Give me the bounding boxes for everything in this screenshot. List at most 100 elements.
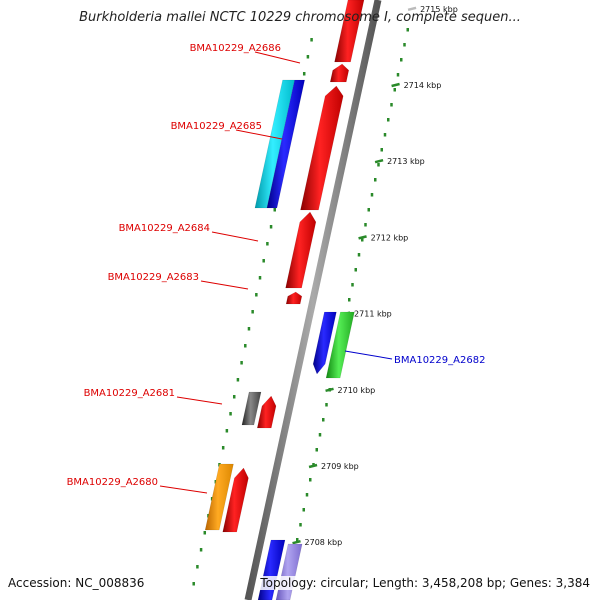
gene-label-bma10229-a2680[interactable]: BMA10229_A2680 [67,477,158,488]
accession-label: Accession: NC_008836 [8,576,145,590]
label-leader-line [211,231,259,242]
guide-dot [309,478,312,482]
scale-tick-label: 2708 kbp [305,538,343,547]
gene-block[interactable] [204,463,234,531]
guide-dot [255,293,258,297]
guide-dot [221,446,225,450]
gene-labels: BMA10229_A2686 BMA10229_A2685 BMA10229_A26… [67,43,486,488]
guide-dot [225,429,229,433]
guide-dot [400,58,403,62]
guide-dot [251,310,254,314]
guide-dot [262,259,265,263]
scale-tick-label: 2714 kbp [404,81,442,90]
guide-dot [348,298,351,302]
guide-dot [325,403,328,407]
guide-dot [203,531,207,535]
gene-block[interactable] [334,0,365,63]
label-leader-lines [159,51,393,494]
guide-dot [406,28,409,32]
guide-dot [315,448,318,452]
gene-arrow[interactable] [329,63,350,83]
gene-label-bma10229-a2683[interactable]: BMA10229_A2683 [108,272,199,283]
guide-dot [383,133,387,137]
scale-tick-mark [292,539,301,545]
gene-block[interactable] [325,311,355,379]
gene-arrow[interactable] [222,467,249,533]
guide-dot [374,178,377,182]
guide-dot [357,253,361,257]
guide-dot [306,55,310,59]
guide-dot [244,344,247,348]
scale-tick-label: 2711 kbp [354,310,392,319]
guide-dot [403,43,406,47]
scale-ticks: 2715 kbp 2714 kbp 2713 kbp 2712 kbp 2711 kbp… [292,5,458,547]
scale-tick-label: 2713 kbp [387,157,425,166]
guide-dot [351,283,354,287]
guide-dot [393,88,396,92]
scale-tick-mark [391,82,400,88]
guide-dot [196,565,199,569]
gene-label-bma10229-a2686[interactable]: BMA10229_A2686 [190,43,281,54]
guide-dot [390,103,393,107]
guide-dot [192,582,195,586]
scale-tick-mark [358,235,367,240]
gene-features [204,0,365,600]
label-leader-line [159,485,208,494]
guide-dot [387,118,390,122]
scale-tick-mark [374,158,384,164]
label-leader-line [176,396,223,405]
guide-dot [269,225,273,229]
label-leader-line [200,280,249,290]
guide-dot [396,73,400,77]
gene-arrow[interactable] [285,211,317,289]
gene-arrow[interactable] [256,395,277,429]
gene-block[interactable] [266,79,305,209]
guide-dot [199,548,203,552]
guide-dot [367,208,370,212]
scale-dotted-guide [286,28,409,587]
guide-dot [247,327,251,331]
guide-dot [305,493,309,497]
guide-dot [322,418,325,422]
scale-tick-label: 2715 kbp [420,5,458,14]
guide-dot [318,433,322,437]
guide-dot [240,361,243,365]
scale-tick-label: 2709 kbp [321,462,359,471]
guide-dot [377,163,380,167]
gene-label-bma10229-a2685[interactable]: BMA10229_A2685 [171,121,262,132]
gene-label-bma10229-a2681[interactable]: BMA10229_A2681 [84,388,175,399]
gene-label-bma10229-a2684[interactable]: BMA10229_A2684 [119,223,210,234]
guide-dot [266,242,269,246]
guide-dot [310,38,313,42]
guide-dot [296,538,299,542]
guide-dot [229,412,232,416]
guide-dot [236,378,240,382]
map-title: Burkholderia mallei NCTC 10229 chromosom… [79,10,521,25]
scale-tick-mark [325,387,334,393]
guide-dot [258,276,262,280]
guide-dot [354,268,357,272]
guide-dot [232,395,236,399]
scale-tick-mark [407,6,417,12]
gene-arrow[interactable] [285,291,303,305]
gene-arrow[interactable] [300,85,344,211]
guide-dot [380,148,383,152]
guide-dot [361,238,364,242]
guide-dot [364,223,367,227]
gene-arrow[interactable] [312,311,337,375]
label-leader-line [254,51,301,64]
gene-block[interactable] [241,391,262,426]
guide-dot [302,508,305,512]
label-leader-line [344,350,393,360]
gene-label-bma10229-a2682[interactable]: BMA10229_A2682 [394,355,485,366]
genome-summary-label: Topology: circular; Length: 3,458,208 bp… [260,576,590,590]
guide-dot [302,72,306,76]
scale-tick-mark [308,463,318,469]
scale-tick-label: 2710 kbp [338,386,376,395]
scale-tick-label: 2712 kbp [371,233,409,242]
genome-backbone [244,0,382,600]
guide-dot [273,208,276,212]
label-leader-line [235,129,283,140]
